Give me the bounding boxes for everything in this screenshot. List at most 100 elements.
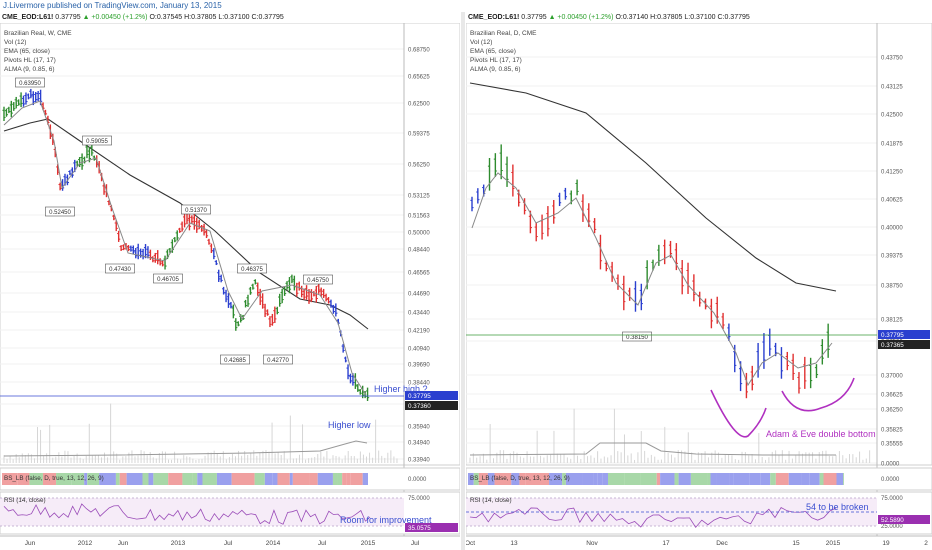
bs-histogram-segment <box>289 473 293 485</box>
time-axis-label: Jun <box>118 540 129 547</box>
chart-legend-line: Vol (12) <box>470 39 492 46</box>
pivot-label: 0.42770 <box>267 358 289 364</box>
daily-chart-svg[interactable]: 0.43750 0.43125 0.42500 0.41875 0.41250 0.406… <box>466 23 932 548</box>
bs-histogram-segment <box>264 473 273 485</box>
pivot-label-box <box>237 263 267 274</box>
time-axis-label: Jul <box>411 540 420 547</box>
price-pane <box>0 23 460 466</box>
bs-histogram-segment <box>809 473 820 485</box>
ticker-change: ▲ +0.00450 (+1.2%) <box>82 14 148 21</box>
bs-histogram-segment <box>148 473 154 485</box>
price-axis-label: 0.38440 <box>408 381 430 387</box>
time-axis-label: 19 <box>882 540 890 547</box>
time-axis-label: 13 <box>510 540 518 547</box>
bs-histogram-segment <box>272 473 278 485</box>
bs-histogram-segment <box>788 473 802 485</box>
publish-text: J.Livermore published on TradingView.com… <box>3 1 222 10</box>
bs-histogram-segment <box>2 473 18 485</box>
price-axis-label: 0.36250 <box>881 408 903 414</box>
ticker-open: O:0.37545 <box>149 14 183 21</box>
price-axis-label: 0.56250 <box>408 163 430 169</box>
bs-histogram-segment <box>801 473 810 485</box>
price-axis-label: 0.0000 <box>881 462 900 468</box>
adam-curve <box>710 389 767 438</box>
price-axis-label: 0.65625 <box>408 75 430 81</box>
rsi-value-tag <box>878 515 930 524</box>
ticker-last: 0.37795 <box>521 14 547 21</box>
chart-legend-line: EMA (65, close) <box>470 48 516 55</box>
time-axis-label: Jul <box>318 540 327 547</box>
bs-axis-label: 0.0000 <box>881 477 900 483</box>
price-axis-label: 0.35940 <box>408 425 430 431</box>
price-axis-label: 0.62500 <box>408 102 430 108</box>
bs-histogram-segment <box>231 473 239 485</box>
bs-histogram-segment <box>494 473 512 485</box>
price-axis-label: 0.42190 <box>408 329 430 335</box>
chart-legend-line: Brazilian Real, D, CME <box>470 30 537 37</box>
volume-average-line <box>469 442 836 456</box>
bs-histogram-segment <box>823 473 837 485</box>
chart-legend-line: ALMA (9, 0.85, 6) <box>470 66 521 73</box>
bs-histogram-segment <box>202 473 217 485</box>
bs-histogram-segment <box>749 473 761 485</box>
price-axis-label: 0.43750 <box>881 56 903 62</box>
time-axis-label: 2012 <box>78 540 93 547</box>
bs-histogram-segment <box>707 473 711 485</box>
time-axis-label: 2014 <box>266 540 281 547</box>
price-axis-label: 0.48440 <box>408 248 430 254</box>
bs-histogram-segment <box>525 473 534 485</box>
time-axis-label: 15 <box>792 540 800 547</box>
rsi-axis-lower: 25.0000 <box>881 524 903 530</box>
pivot-label: 0.46375 <box>241 267 263 273</box>
alma-line <box>3 100 367 396</box>
bs-axis-label: 0.0000 <box>408 477 427 483</box>
bs-histogram-segment <box>42 473 57 485</box>
price-axis-label: 0.36625 <box>881 393 903 399</box>
last-price-tag <box>405 391 458 400</box>
price-pane <box>466 23 932 466</box>
bs-histogram-segment <box>238 473 255 485</box>
price-axis-label: 0.59375 <box>408 132 430 138</box>
time-axis-label: 2 <box>924 540 928 547</box>
bs-histogram-segment <box>716 473 730 485</box>
price-axis-label: 0.41250 <box>881 170 903 176</box>
bs-histogram-segment <box>153 473 169 485</box>
bs-histogram-segment <box>71 473 85 485</box>
time-axis-label: 2013 <box>171 540 186 547</box>
bs-histogram-segment <box>733 473 750 485</box>
weekly-chart-svg[interactable]: 0.68750 0.65625 0.62500 0.59375 0.56250 0.531… <box>0 23 460 548</box>
ema-value-tag <box>878 340 930 349</box>
publish-header: J.Livermore published on TradingView.com… <box>0 0 932 12</box>
bs-histogram-segment <box>84 473 88 485</box>
price-axis-label: 0.40625 <box>881 198 903 204</box>
bs-histogram-segment <box>770 473 776 485</box>
price-axis-label: 0.43125 <box>881 85 903 91</box>
ticker-close: C:0.37795 <box>717 14 750 21</box>
ema-line <box>469 82 837 292</box>
time-axis-label: Jun <box>25 540 36 547</box>
pivot-label-box <box>45 206 75 217</box>
panel-divider <box>461 12 465 550</box>
bs-histogram-segment <box>254 473 265 485</box>
ticker-symbol: CME_EOD:L61! <box>2 14 54 21</box>
bs-histogram-segment <box>624 473 641 485</box>
bs-histogram-segment <box>473 473 479 485</box>
ticker-low: L:0.37100 <box>684 14 716 21</box>
weekly-chart-panel[interactable]: CME_EOD:L61! 0.37795 ▲ +0.00450 (+1.2%) … <box>0 12 460 548</box>
bs-histogram-segment <box>597 473 603 485</box>
bs-histogram-segment <box>533 473 545 485</box>
annotation-rsi-note: 54 to be broken <box>806 502 869 512</box>
chart-legend-line: ALMA (9, 0.85, 6) <box>4 66 55 73</box>
bs-histogram-segment <box>640 473 657 485</box>
daily-chart-panel[interactable]: CME_EOD:L61! 0.37795 ▲ +0.00450 (+1.2%) … <box>466 12 932 548</box>
price-axis-label: 0.43440 <box>408 311 430 317</box>
alma-line <box>471 172 833 387</box>
bs-histogram-segment <box>277 473 283 485</box>
bs-histogram-segment <box>119 473 127 485</box>
bs-histogram-segment <box>819 473 824 485</box>
ema-value-tag <box>405 401 458 410</box>
pivot-label-box <box>303 274 333 285</box>
bs-indicator-label: BS_LB (false, D, true, 13, 12, 26, 9) <box>470 475 570 482</box>
last-price-tag-text: 0.37795 <box>881 332 904 339</box>
ticker-high: H:0.37805 <box>650 14 683 21</box>
